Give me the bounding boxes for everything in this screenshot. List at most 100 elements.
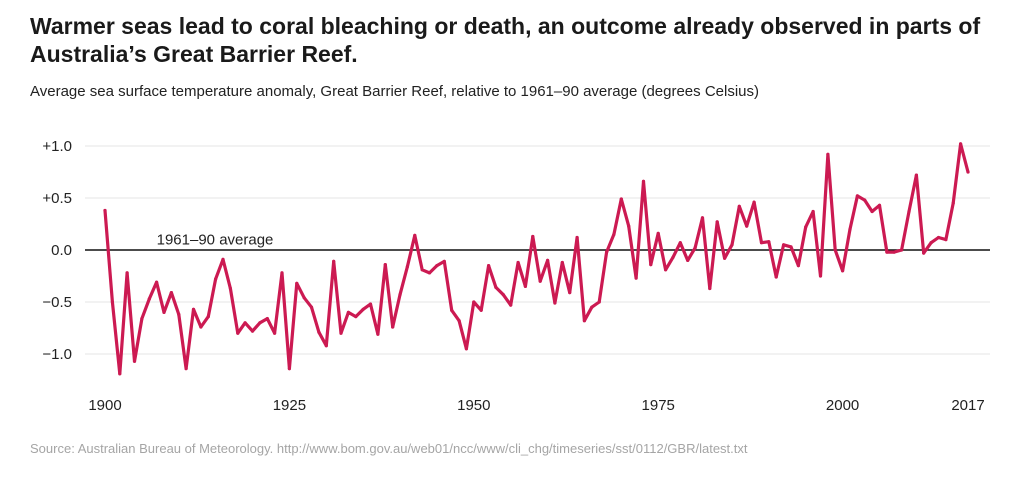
data-point [427, 271, 432, 275]
data-point [464, 347, 468, 351]
chart-subtitle: Average sea surface temperature anomaly,… [30, 83, 759, 100]
data-point [538, 279, 542, 283]
data-point [553, 301, 557, 305]
data-point [804, 225, 808, 229]
data-point [700, 216, 705, 220]
data-point [361, 307, 365, 311]
data-point [752, 200, 756, 204]
y-tick-label: 0.0 [51, 242, 72, 259]
data-point [103, 208, 107, 213]
x-tick-label: 1975 [642, 397, 675, 414]
data-point [140, 317, 144, 321]
data-point [936, 235, 941, 240]
data-point [442, 259, 446, 263]
data-point [863, 198, 867, 202]
data-point [177, 312, 181, 317]
data-point [501, 293, 505, 297]
data-point [723, 256, 727, 260]
data-point [774, 275, 778, 279]
chart-source: Source: Australian Bureau of Meteorology… [30, 441, 748, 456]
data-point [582, 319, 587, 323]
data-point [236, 331, 240, 335]
data-point [487, 264, 491, 268]
data-point [848, 227, 852, 231]
data-point [575, 235, 579, 240]
series-line [103, 142, 970, 376]
data-point [944, 238, 948, 242]
data-point [922, 251, 926, 255]
data-point [612, 232, 616, 236]
data-point [568, 291, 572, 295]
data-point [214, 277, 218, 281]
data-point [619, 197, 623, 201]
data-point [715, 220, 719, 224]
data-point [678, 241, 682, 245]
data-point [855, 194, 860, 198]
data-point [907, 209, 911, 214]
data-point [959, 142, 963, 146]
data-point [317, 330, 321, 334]
chart-title: Warmer seas lead to coral bleaching or d… [30, 13, 981, 67]
data-point [287, 367, 291, 371]
data-point [900, 248, 904, 252]
data-point [826, 152, 830, 156]
data-point [656, 231, 660, 235]
data-point [818, 274, 823, 278]
data-point [258, 321, 262, 325]
y-tick-label: +0.5 [42, 190, 72, 207]
data-point [649, 263, 653, 267]
data-point [877, 203, 882, 207]
data-point [914, 173, 919, 177]
data-point [413, 233, 417, 237]
data-point [398, 293, 402, 297]
data-point [494, 285, 498, 289]
data-point [354, 315, 358, 319]
data-point [147, 297, 151, 301]
data-point [833, 248, 837, 252]
data-point [332, 259, 336, 263]
x-tick-label: 1900 [88, 397, 121, 414]
data-point [435, 264, 439, 268]
data-point [605, 250, 609, 254]
data-point [280, 271, 284, 275]
data-point [730, 243, 734, 247]
data-point [671, 255, 675, 259]
data-point [745, 224, 749, 228]
data-point [450, 308, 454, 312]
data-point [243, 321, 247, 325]
data-point [346, 310, 350, 314]
data-point [206, 315, 210, 319]
data-point [420, 268, 424, 272]
data-point [951, 201, 955, 205]
data-point [841, 269, 845, 273]
data-point [324, 344, 328, 348]
data-point [118, 372, 122, 376]
data-point [191, 307, 196, 311]
data-point [693, 246, 697, 250]
data-point [376, 332, 380, 336]
data-point [929, 241, 933, 245]
data-point [169, 291, 173, 295]
data-point [250, 329, 255, 333]
data-point [509, 303, 513, 307]
data-point [199, 325, 203, 329]
data-point [383, 263, 387, 267]
data-point [737, 204, 741, 208]
data-point [885, 250, 889, 254]
data-point [302, 296, 306, 300]
data-point [125, 271, 129, 275]
data-point [597, 300, 601, 304]
y-tick-label: +1.0 [42, 138, 72, 155]
data-point [162, 310, 166, 314]
y-tick-label: −1.0 [42, 346, 72, 363]
data-point [966, 170, 970, 174]
data-point [590, 305, 594, 309]
data-point [531, 234, 535, 239]
data-point [686, 258, 690, 262]
y-tick-label: −0.5 [42, 294, 72, 311]
data-point [641, 179, 646, 183]
data-point [767, 240, 771, 244]
x-tick-label: 1925 [273, 397, 306, 414]
data-point [295, 281, 299, 285]
